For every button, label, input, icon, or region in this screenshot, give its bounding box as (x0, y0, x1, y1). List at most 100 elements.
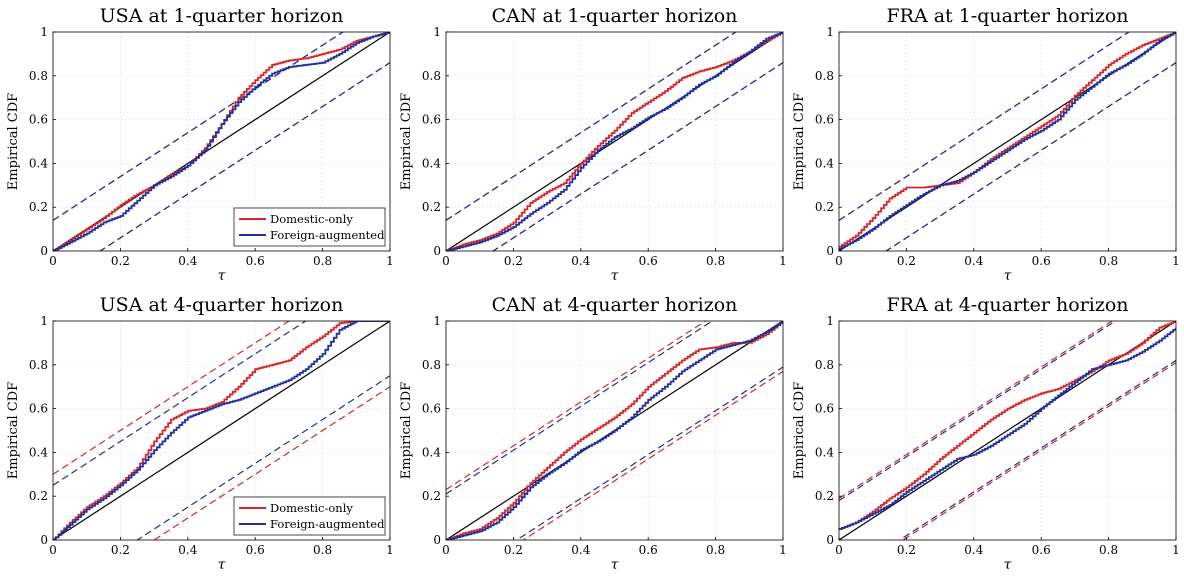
y-axis-label: Empirical CDF (6, 382, 21, 479)
domestic-upper-band (53, 321, 291, 475)
plot-area (53, 321, 390, 540)
y-axis-label: Empirical CDF (399, 93, 414, 190)
y-tick-label: 0 (433, 533, 441, 547)
chart-panel-3: 00 0.2 0.2 0.4 0.4 0.6 0.6 0.8 0.8 1 1 FRA at 1-qua… (792, 5, 1180, 284)
y-axis-label: Empirical CDF (792, 93, 807, 190)
legend: Domestic-only Foreign-augmented (233, 496, 386, 536)
plot-area (839, 32, 1176, 251)
y-tick-label: 1 (433, 25, 441, 39)
x-tick-label: 0.8 (1099, 254, 1118, 268)
x-tick-label: 0 (49, 254, 57, 268)
plot-area (53, 32, 390, 251)
y-tick-label: 0.4 (422, 445, 441, 459)
x-tick-label: 1 (779, 543, 787, 557)
foreign-lower-band (515, 366, 783, 540)
x-tick-label: 0.4 (571, 254, 590, 268)
y-tick-label: 0.2 (815, 200, 834, 214)
foreign-augmented-line (53, 321, 390, 540)
legend-label: Domestic-only (270, 212, 353, 226)
foreign-upper-band (839, 321, 1117, 502)
x-axis-label: τ (1004, 268, 1012, 284)
foreign-upper-band (446, 321, 714, 495)
x-tick-label: 0.8 (1099, 543, 1118, 557)
x-tick-label: 0.6 (639, 254, 658, 268)
x-tick-label: 0.8 (313, 254, 332, 268)
x-axis-label: τ (611, 557, 619, 573)
y-axis-label: Empirical CDF (792, 382, 807, 479)
y-tick-label: 0.2 (29, 200, 48, 214)
foreign-upper-band (53, 32, 344, 221)
x-tick-label: 0.6 (639, 543, 658, 557)
foreign-upper-band (53, 321, 307, 486)
foreign-augmented-line (446, 32, 783, 251)
x-tick-label: 0.6 (246, 543, 265, 557)
axes-box (838, 31, 1177, 252)
x-tick-label: 1 (1172, 254, 1180, 268)
x-tick-label: 0.4 (964, 254, 983, 268)
y-tick-label: 0 (40, 533, 48, 547)
chart-title: CAN at 4-quarter horizon (492, 294, 738, 316)
domestic-only-line (839, 321, 1176, 530)
y-tick-label: 0 (826, 533, 834, 547)
x-tick-label: 0.2 (897, 254, 916, 268)
x-axis-label: τ (218, 557, 226, 573)
y-tick-label: 1 (433, 314, 441, 328)
legend-label: Domestic-only (270, 501, 353, 515)
chart-title: CAN at 1-quarter horizon (492, 5, 738, 27)
y-tick-label: 1 (40, 314, 48, 328)
chart-title: USA at 4-quarter horizon (100, 294, 344, 316)
chart-panel-1: 00 0.2 0.2 0.4 0.4 0.6 0.6 0.8 0.8 1 1 USA at 1-qua… (6, 5, 394, 284)
chart-panel-4: 00 0.2 0.2 0.4 0.4 0.6 0.6 0.8 0.8 1 1 USA at 4-qua… (6, 294, 394, 573)
y-tick-label: 0.4 (422, 156, 441, 170)
y-axis-label: Empirical CDF (6, 93, 21, 190)
x-tick-label: 0.6 (1032, 254, 1051, 268)
foreign-augmented-line (839, 327, 1176, 530)
x-tick-label: 0.4 (964, 543, 983, 557)
y-tick-label: 0.2 (29, 489, 48, 503)
y-tick-label: 0.6 (29, 113, 48, 127)
axes-box (52, 320, 391, 541)
x-axis-label: τ (218, 268, 226, 284)
diagonal-line (53, 321, 390, 540)
axes-box (52, 31, 391, 252)
domestic-only-line (446, 321, 783, 540)
legend-box (233, 207, 386, 247)
y-tick-label: 0.4 (815, 156, 834, 170)
x-tick-label: 1 (779, 254, 787, 268)
legend-label: Foreign-augmented (270, 517, 385, 531)
chart-title: FRA at 1-quarter horizon (886, 5, 1128, 27)
x-axis-label: τ (611, 268, 619, 284)
x-tick-label: 0.4 (571, 543, 590, 557)
x-tick-label: 0.2 (111, 543, 130, 557)
y-tick-label: 0.2 (422, 200, 441, 214)
x-tick-label: 0 (49, 543, 57, 557)
x-tick-label: 0.6 (246, 254, 265, 268)
y-tick-label: 0.8 (815, 358, 834, 372)
y-tick-label: 0.8 (29, 69, 48, 83)
plot-area (446, 321, 783, 540)
y-axis-label: Empirical CDF (399, 382, 414, 479)
x-axis-label: τ (1004, 557, 1012, 573)
x-tick-label: 0.8 (706, 254, 725, 268)
x-tick-label: 0.4 (178, 543, 197, 557)
plot-area (839, 321, 1176, 540)
y-tick-label: 0.8 (422, 358, 441, 372)
domestic-upper-band (446, 321, 707, 491)
plot-area (446, 32, 783, 251)
y-tick-label: 0.2 (815, 489, 834, 503)
y-tick-label: 0.6 (422, 113, 441, 127)
y-tick-label: 0.6 (29, 402, 48, 416)
foreign-lower-band (136, 375, 390, 540)
domestic-upper-band (839, 321, 1114, 499)
y-tick-label: 0.2 (422, 489, 441, 503)
domestic-lower-band (522, 370, 783, 540)
chart-title: USA at 1-quarter horizon (100, 5, 344, 27)
foreign-upper-band (839, 32, 1130, 221)
foreign-augmented-line (53, 32, 390, 251)
y-tick-label: 0.6 (815, 113, 834, 127)
domestic-lower-band (152, 386, 390, 540)
legend: Domestic-only Foreign-augmented (233, 207, 386, 247)
y-tick-label: 0 (433, 244, 441, 258)
x-tick-label: 0 (442, 543, 450, 557)
